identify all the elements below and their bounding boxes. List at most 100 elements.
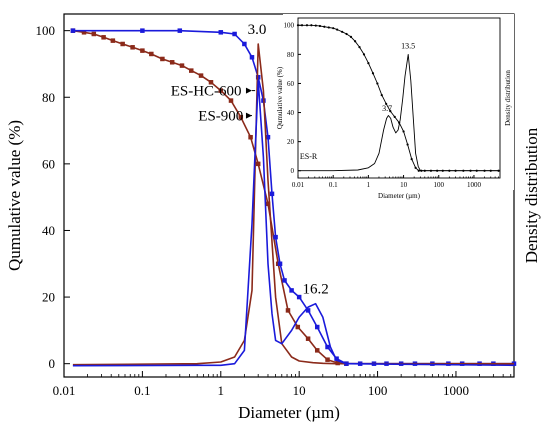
main-label-pointer-head <box>245 87 252 94</box>
main-chart: 0.01 0.1 1 10 100 100 0 0 20 40 60 80 100 Diameter (µ… <box>5 13 541 422</box>
main-data-point-es-900 <box>238 114 244 120</box>
main-data-point-es-900 <box>228 98 234 103</box>
inset-plot-frame <box>297 17 501 179</box>
main-data-point-es-hc-600 <box>242 41 247 47</box>
inset-data-point-es-r <box>367 61 370 65</box>
inset-data-point-es-r <box>362 53 366 56</box>
main-data-point-es-900 <box>255 161 261 167</box>
inset-data-point-es-r <box>417 169 420 172</box>
inset-data-point-es-r <box>497 169 500 172</box>
main-data-point-es-900 <box>198 73 204 78</box>
main-data-point-es-hc-600 <box>255 75 261 80</box>
main-data-point-es-hc-600 <box>325 344 330 350</box>
inset-data-point-es-r <box>371 72 375 75</box>
inset-y-tick-label: 0 <box>291 167 295 175</box>
main-y-axis-label: Qumulative value (%) <box>5 120 24 271</box>
main-annotation: 16.2 <box>302 282 328 298</box>
main-data-point-es-900 <box>140 48 145 53</box>
main-data-point-es-hc-600 <box>289 288 294 293</box>
inset-background <box>283 14 514 190</box>
main-data-point-es-900 <box>91 31 97 37</box>
main-y-tick-label: 80 <box>42 90 55 105</box>
main-data-point-es-900 <box>101 35 106 40</box>
main-data-point-es-hc-600 <box>296 294 302 300</box>
inset-y2-axis-label: Density distribution <box>504 70 512 126</box>
main-data-point-es-hc-600 <box>232 31 237 37</box>
inset-data-point-es-r <box>414 166 417 169</box>
inset-data-point-es-r <box>327 26 330 29</box>
inset-x-axis-label: Diameter (µm) <box>378 192 421 200</box>
main-data-point-es-900 <box>248 134 253 140</box>
main-data-point-es-900 <box>160 56 165 62</box>
main-data-point-es-900 <box>120 41 125 47</box>
inset-series-line-es-r-density <box>298 53 499 172</box>
main-y-tick-label: 20 <box>42 290 55 305</box>
inset-y-tick-label: 40 <box>287 109 295 117</box>
inset-x-tick-label: 0.1 <box>329 181 338 189</box>
inset-data-point-es-r <box>336 28 339 31</box>
main-data-point-es-900 <box>130 45 135 50</box>
main-data-point-es-hc-600 <box>140 28 145 33</box>
main-annotation: ES-HC-600 <box>171 84 242 100</box>
inset-y-tick-label: 100 <box>284 22 295 30</box>
main-y-tick-label: 100 <box>36 23 56 38</box>
inset-data-point-es-r <box>358 45 361 49</box>
main-data-point-es-hc-600 <box>265 134 271 140</box>
inset-x-tick-label: 100 <box>434 181 445 189</box>
main-x-axis-label: Diameter (µm) <box>238 403 340 422</box>
main-series-line-es-900-density <box>72 43 514 366</box>
inset-data-point-es-r <box>376 82 379 85</box>
inset-data-point-es-r <box>323 25 326 28</box>
main-data-point-es-hc-600 <box>249 55 255 60</box>
main-annotation: 3.0 <box>248 22 267 38</box>
main-data-point-es-900 <box>285 308 291 313</box>
main-data-point-es-hc-600 <box>269 191 275 197</box>
main-annotation: ES-900 <box>198 109 243 125</box>
inset-data-point-es-r <box>349 35 353 39</box>
inset-annotation: ES-R <box>300 152 318 161</box>
main-x-tick-label: 0.1 <box>134 383 150 398</box>
main-y-tick-label: 40 <box>42 223 55 238</box>
main-x-tick-label: 100 <box>368 383 388 398</box>
main-data-point-es-900 <box>149 51 154 57</box>
main-data-point-es-hc-600 <box>70 28 76 33</box>
main-data-point-es-900 <box>189 68 194 73</box>
inset-data-point-es-r <box>385 102 388 105</box>
inset-data-point-es-r <box>332 27 335 30</box>
inset-x-tick-label: 1 <box>367 181 371 189</box>
inset-y-tick-label: 60 <box>287 80 295 88</box>
inset-data-point-es-r <box>354 40 357 43</box>
main-data-point-es-900 <box>295 324 301 330</box>
main-y2-axis-label: Density distribution <box>522 127 541 263</box>
main-data-point-es-900 <box>314 348 320 353</box>
main-data-point-es-900 <box>265 201 271 207</box>
inset-y-tick-label: 20 <box>287 138 295 146</box>
main-data-point-es-900 <box>208 80 214 85</box>
inset-x-tick-label: 0.01 <box>292 181 305 189</box>
main-data-point-es-hc-600 <box>314 324 320 330</box>
inset-data-point-es-r <box>410 157 413 161</box>
inset-data-point-es-r <box>296 24 300 27</box>
main-x-tick-label: 0.01 <box>53 383 76 398</box>
main-data-point-es-hc-600 <box>273 234 278 240</box>
inset-data-point-es-r <box>380 93 383 97</box>
main-data-point-es-900 <box>81 30 87 35</box>
main-x-tick-label: 1 <box>218 383 225 398</box>
inset-annotation: 3.7 <box>382 104 392 113</box>
main-data-point-es-900 <box>305 336 311 341</box>
main-data-point-es-900 <box>110 38 116 43</box>
inset-annotation: 13.5 <box>401 42 415 51</box>
main-x-tick-label: 10 <box>293 383 306 398</box>
inset-chart: 0.01 0.1 1 10 100 1000 0 20 40 60 80 100 Diameter (µ… <box>276 14 514 200</box>
main-series-line-es-hc-600-density <box>72 79 515 367</box>
inset-data-point-es-r <box>314 24 317 27</box>
inset-data-point-es-r <box>389 109 392 113</box>
main-data-point-es-900 <box>179 63 185 68</box>
inset-data-point-es-r <box>318 24 322 28</box>
main-y-tick-label: 0 <box>49 356 56 371</box>
main-data-point-es-900 <box>169 60 175 65</box>
main-data-point-es-900 <box>325 357 330 362</box>
inset-data-point-es-r <box>402 130 405 133</box>
